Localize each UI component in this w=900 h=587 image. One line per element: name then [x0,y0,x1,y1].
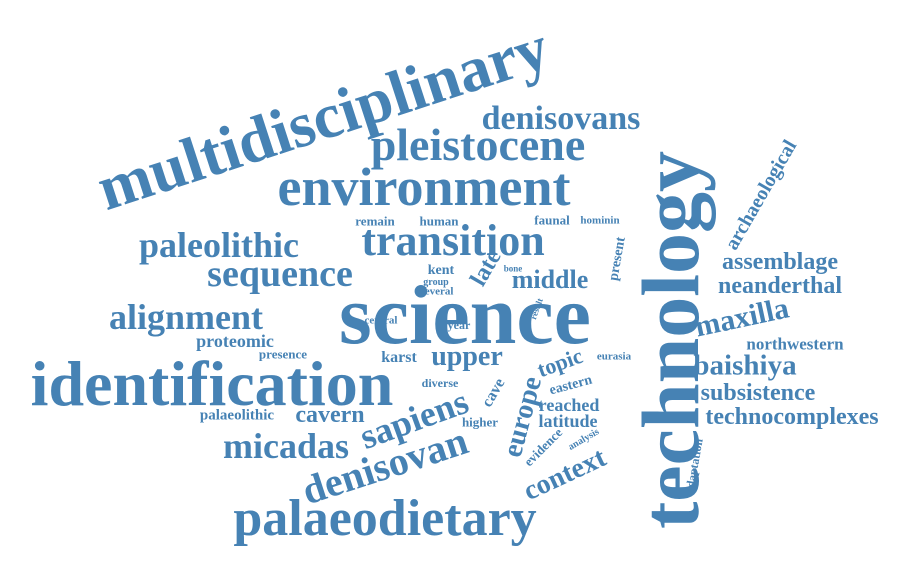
word-eurasia: eurasia [596,350,632,363]
word-cavern: cavern [295,402,365,428]
word-hominin: hominin [580,214,620,227]
word-latitude: latitude [538,411,598,431]
word-baishiya: baishiya [693,349,797,382]
word-transition: transition [361,216,545,265]
word-alignment: alignment [108,297,264,337]
word-year: year [447,318,471,332]
word-identification: identification [30,348,394,419]
word-presence: presence [258,346,308,362]
word-remain: remain [355,213,395,229]
word-kent: kent [427,263,455,278]
word-reached: reached [538,395,600,415]
word-diverse: diverse [421,376,459,390]
word-karst: karst [381,349,417,366]
word-neanderthal: neanderthal [717,273,843,299]
word-micadas: micadas [223,426,349,466]
word-denisovans: denisovans [481,100,641,137]
word-group: group [423,277,449,288]
word-faunal: faunal [534,212,570,228]
word-subsistence: subsistence [700,380,816,406]
word-pleistocene: pleistocene [370,119,586,170]
word-cave: cave [478,375,509,411]
word-technocomplexes: technocomplexes [705,404,879,430]
word-environment: environment [277,157,571,217]
word-upper: upper [431,341,503,372]
word-paleolithic: paleolithic [139,225,299,265]
word-several: several [420,285,454,298]
word-human: human [419,213,459,229]
word-northwestern: northwestern [746,334,844,354]
word-palaeodietary: palaeodietary [233,490,537,547]
word-higher: higher [461,414,499,430]
word-proteomic: proteomic [196,331,274,351]
word-middle: middle [511,265,589,294]
word-archaeological: archaeological [720,136,802,254]
word-science: science [339,269,591,362]
word-assemblage: assemblage [722,249,838,275]
word-bone: bone [503,263,523,274]
word-central: central [364,314,398,327]
word-sequence: sequence [207,253,353,295]
word-palaeolithic: palaeolithic [199,407,275,424]
